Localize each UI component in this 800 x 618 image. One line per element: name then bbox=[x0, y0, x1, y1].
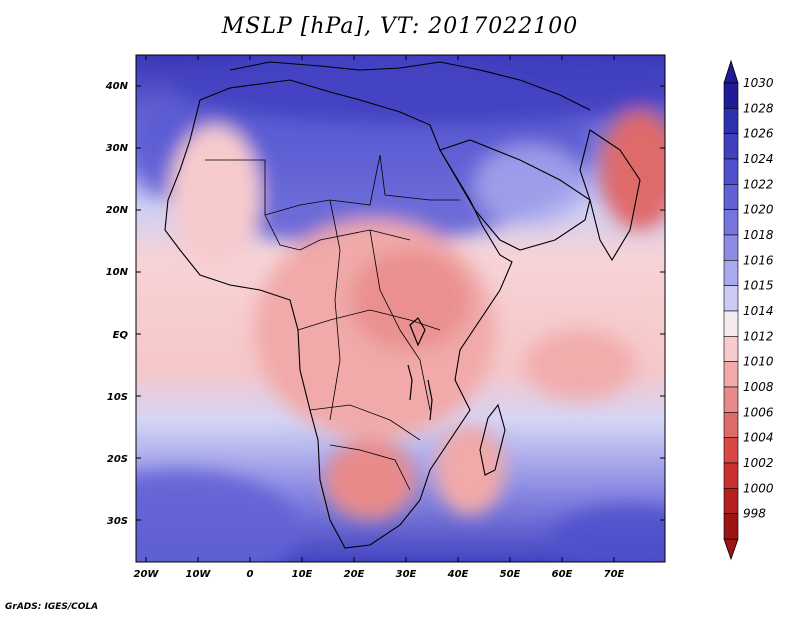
colorbar-swatch-1028 bbox=[723, 108, 739, 134]
lat-tick-20s: 20S bbox=[107, 454, 128, 465]
colorbar-swatch-1015 bbox=[723, 285, 739, 312]
lon-tick-0: 0 bbox=[247, 569, 254, 580]
colorbar-top-arrow bbox=[723, 59, 739, 84]
colorbar-swatch-1014 bbox=[723, 310, 739, 337]
colorbar-swatch-1026 bbox=[723, 133, 739, 160]
colorbar-swatch-1018 bbox=[723, 234, 739, 261]
map-title: MSLP [hPa], VT: 2017022100 bbox=[221, 14, 579, 39]
colorbar-label-1004: 1004 bbox=[743, 431, 774, 445]
mediterranean-high bbox=[170, 55, 665, 125]
arabia-mid bbox=[475, 145, 585, 225]
colorbar-label-1006: 1006 bbox=[743, 405, 774, 419]
colorbar-label-1028: 1028 bbox=[743, 101, 774, 115]
colorbar-swatch-1006 bbox=[723, 412, 739, 438]
lat-tick-eq: EQ bbox=[113, 330, 129, 341]
colorbar-swatch-1016 bbox=[723, 260, 739, 286]
lat-tick-40n: 40N bbox=[105, 81, 129, 92]
lon-tick-20w: 20W bbox=[134, 569, 160, 580]
india-low bbox=[600, 110, 665, 230]
colorbar-swatch-1008 bbox=[723, 386, 739, 413]
colorbar-label-1030: 1030 bbox=[743, 76, 774, 90]
kalahari-low bbox=[325, 440, 415, 520]
colorbar-bottom-arrow bbox=[723, 538, 739, 561]
sahara-warm-patch bbox=[170, 125, 260, 265]
lon-tick-70e: 70E bbox=[604, 569, 625, 580]
lon-tick-10e: 10E bbox=[292, 569, 313, 580]
coastlines bbox=[164, 61, 641, 549]
colorbar-label-1016: 1016 bbox=[743, 253, 774, 267]
east-africa-low bbox=[350, 250, 470, 350]
colorbar-swatch-1000 bbox=[723, 488, 739, 514]
colorbar-swatch-1012 bbox=[723, 336, 739, 362]
great-lakes bbox=[407, 317, 433, 421]
colorbar-label-1026: 1026 bbox=[743, 127, 774, 141]
colorbar-swatch-1030 bbox=[723, 82, 739, 109]
lat-tick-labels: 40N 30N 20N 10N EQ 10S 20S 30S bbox=[105, 81, 129, 527]
indian-ocean-low bbox=[525, 330, 635, 400]
colorbar-label-1022: 1022 bbox=[743, 177, 774, 191]
lon-tick-60e: 60E bbox=[552, 569, 573, 580]
south-atlantic-high bbox=[136, 470, 300, 562]
colorbar-label-998: 998 bbox=[743, 507, 766, 521]
colorbar-label-1018: 1018 bbox=[743, 228, 774, 242]
pressure-field bbox=[136, 55, 665, 562]
colorbar-swatch-998 bbox=[723, 513, 739, 540]
lat-tick-10n: 10N bbox=[106, 267, 129, 278]
colorbar-label-1024: 1024 bbox=[743, 152, 774, 166]
colorbar-label-1014: 1014 bbox=[743, 304, 774, 318]
colorbar-label-1010: 1010 bbox=[743, 355, 774, 369]
colorbar-label-1020: 1020 bbox=[743, 203, 774, 217]
colorbar-label-1008: 1008 bbox=[743, 380, 774, 394]
lat-tick-30n: 30N bbox=[106, 143, 129, 154]
colorbar-swatch-1002 bbox=[723, 462, 739, 489]
lon-tick-10w: 10W bbox=[186, 569, 212, 580]
colorbar-swatch-1010 bbox=[723, 361, 739, 388]
lat-tick-10s: 10S bbox=[107, 392, 128, 403]
lon-tick-labels: 20W 10W 0 10E 20E 30E 40E 50E 60E 70E bbox=[134, 569, 625, 580]
colorbar-label-1000: 1000 bbox=[743, 481, 774, 495]
axis-tick-marks bbox=[136, 55, 665, 562]
lon-tick-50e: 50E bbox=[500, 569, 521, 580]
colorbar-swatch-1024 bbox=[723, 158, 739, 185]
madagascar-channel-low bbox=[435, 425, 505, 515]
lon-tick-40e: 40E bbox=[447, 569, 469, 580]
colorbar-label-1002: 1002 bbox=[743, 456, 774, 470]
country-borders bbox=[205, 154, 460, 491]
colorbar-label-1012: 1012 bbox=[743, 329, 774, 343]
lat-tick-20n: 20N bbox=[106, 205, 129, 216]
map-frame bbox=[135, 54, 666, 563]
lon-tick-20e: 20E bbox=[344, 569, 365, 580]
lat-tick-30s: 30S bbox=[107, 516, 128, 527]
colorbar-label-1015: 1015 bbox=[743, 279, 774, 293]
south-indian-high bbox=[550, 505, 665, 562]
colorbar-swatch-1004 bbox=[723, 437, 739, 464]
credit-text: GrADS: IGES/COLA bbox=[5, 602, 99, 612]
colorbar-swatch-1022 bbox=[723, 184, 739, 210]
lon-tick-30e: 30E bbox=[396, 569, 417, 580]
colorbar-swatch-1020 bbox=[723, 209, 739, 236]
colorbar: 1030 1028 1026 1024 1022 1020 1018 1016 1015 1014… bbox=[723, 59, 774, 561]
